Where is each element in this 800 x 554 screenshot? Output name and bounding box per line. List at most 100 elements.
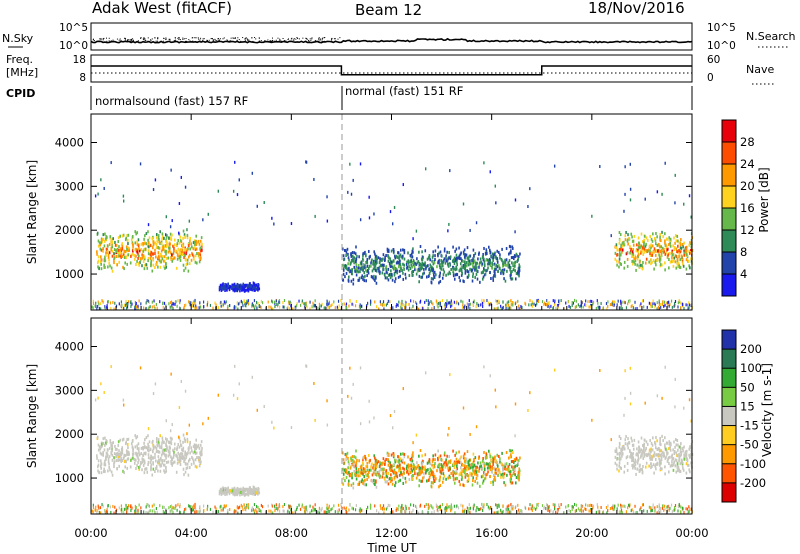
velocity-echo-cell (389, 461, 391, 465)
velocity-echo-cell (443, 461, 446, 465)
velocity-echo-cell (631, 459, 633, 463)
power-echo-cell (475, 305, 477, 309)
power-echo-cell (450, 302, 452, 306)
power-echo-cell (288, 301, 290, 305)
power-echo-cell (126, 305, 129, 309)
velocity-echo-cell (499, 470, 501, 474)
power-echo-cell (185, 248, 187, 252)
power-echo-cell (625, 230, 627, 234)
power-echo-cell (664, 241, 666, 245)
power-echo-cell (143, 237, 145, 241)
velocity-echo-cell (100, 459, 102, 463)
power-echo-cell (496, 260, 499, 264)
power-echo-cell (462, 250, 465, 254)
power-echo-cell (254, 307, 256, 311)
velocity-echo-cell (518, 474, 520, 478)
power-echo-cell (624, 238, 627, 242)
velocity-echo-cell (639, 469, 641, 473)
velocity-echo-cell (97, 443, 100, 447)
power-echo-cell (393, 205, 396, 209)
power-echo-cell (119, 254, 121, 258)
power-echo-cell (665, 243, 667, 247)
power-echo-cell (160, 260, 162, 264)
velocity-echo-cell (172, 455, 175, 459)
power-echo-cell (376, 261, 378, 265)
velocity-echo-cell (452, 472, 454, 476)
power-echo-cell (109, 235, 112, 239)
velocity-echo-cell (353, 469, 356, 473)
power-echo-cell (102, 266, 105, 270)
power-echo-cell (463, 248, 466, 252)
velocity-echo-cell (342, 458, 345, 462)
velocity-echo-cell (519, 456, 521, 460)
power-echo-cell (650, 243, 652, 247)
nsearch-dot (230, 37, 232, 39)
power-echo-cell (152, 252, 154, 256)
velocity-echo-cell (189, 457, 191, 461)
nsearch-dot (147, 37, 149, 39)
power-echo-cell (661, 230, 663, 234)
velocity-echo-cell (344, 479, 346, 483)
velocity-echo-cell (491, 456, 494, 460)
power-echo-cell (481, 298, 483, 302)
velocity-echo-cell (464, 508, 466, 512)
velocity-echo-cell (362, 458, 364, 462)
velocity-echo-cell (618, 454, 621, 458)
velocity-echo-cell (348, 462, 350, 466)
velocity-echo-cell (389, 480, 392, 484)
power-echo-cell (178, 256, 181, 260)
velocity-echo-cell (636, 461, 639, 465)
velocity-echo-cell (508, 469, 511, 473)
power-echo-cell (475, 221, 478, 225)
velocity-echo-cell (368, 468, 371, 472)
power-echo-cell (485, 248, 488, 252)
velocity-echo-cell (347, 456, 349, 460)
power-echo-cell (671, 305, 673, 309)
velocity-echo-cell (107, 448, 109, 452)
power-echo-cell (430, 265, 432, 269)
velocity-echo-cell (133, 461, 136, 465)
velocity-echo-cell (467, 467, 470, 471)
power-echo-cell (197, 252, 200, 256)
velocity-echo-cell (176, 457, 179, 461)
power-colorbar-swatch (722, 164, 736, 187)
power-echo-cell (432, 270, 435, 274)
power-echo-cell (510, 298, 512, 302)
velocity-echo-cell (152, 445, 155, 449)
velocity-echo-cell (654, 464, 657, 468)
velocity-echo-cell (448, 467, 451, 471)
power-echo-cell (437, 245, 439, 249)
nsearch-dot (93, 40, 95, 42)
power-echo-cell (354, 269, 356, 273)
power-echo-cell (360, 263, 363, 267)
power-echo-cell (120, 247, 122, 251)
power-echo-cell (212, 306, 214, 310)
velocity-echo-cell (637, 440, 640, 444)
power-echo-cell (619, 253, 622, 257)
power-echo-cell (663, 250, 666, 254)
power-echo-cell (277, 302, 279, 306)
velocity-echo-cell (363, 475, 366, 479)
velocity-echo-cell (161, 439, 164, 443)
velocity-echo-cell (437, 456, 439, 460)
velocity-echo-cell (178, 445, 181, 449)
power-echo-cell (386, 271, 389, 275)
power-echo-cell (645, 242, 647, 246)
velocity-echo-cell (387, 452, 390, 456)
velocity-echo-cell (407, 455, 409, 459)
power-echo-cell (402, 303, 404, 307)
velocity-echo-cell (162, 459, 164, 463)
power-echo-cell (126, 306, 128, 310)
power-echo-cell (240, 286, 242, 290)
power-echo-cell (431, 259, 433, 263)
velocity-echo-cell (240, 491, 243, 495)
power-echo-cell (151, 305, 153, 309)
power-echo-cell (506, 263, 509, 267)
power-echo-cell (443, 270, 446, 274)
power-echo-cell (467, 273, 470, 277)
power-echo-cell (591, 214, 593, 218)
power-echo-cell (103, 186, 105, 190)
velocity-echo-cell (117, 443, 120, 447)
power-echo-cell (496, 257, 499, 261)
velocity-echo-cell (683, 455, 686, 459)
